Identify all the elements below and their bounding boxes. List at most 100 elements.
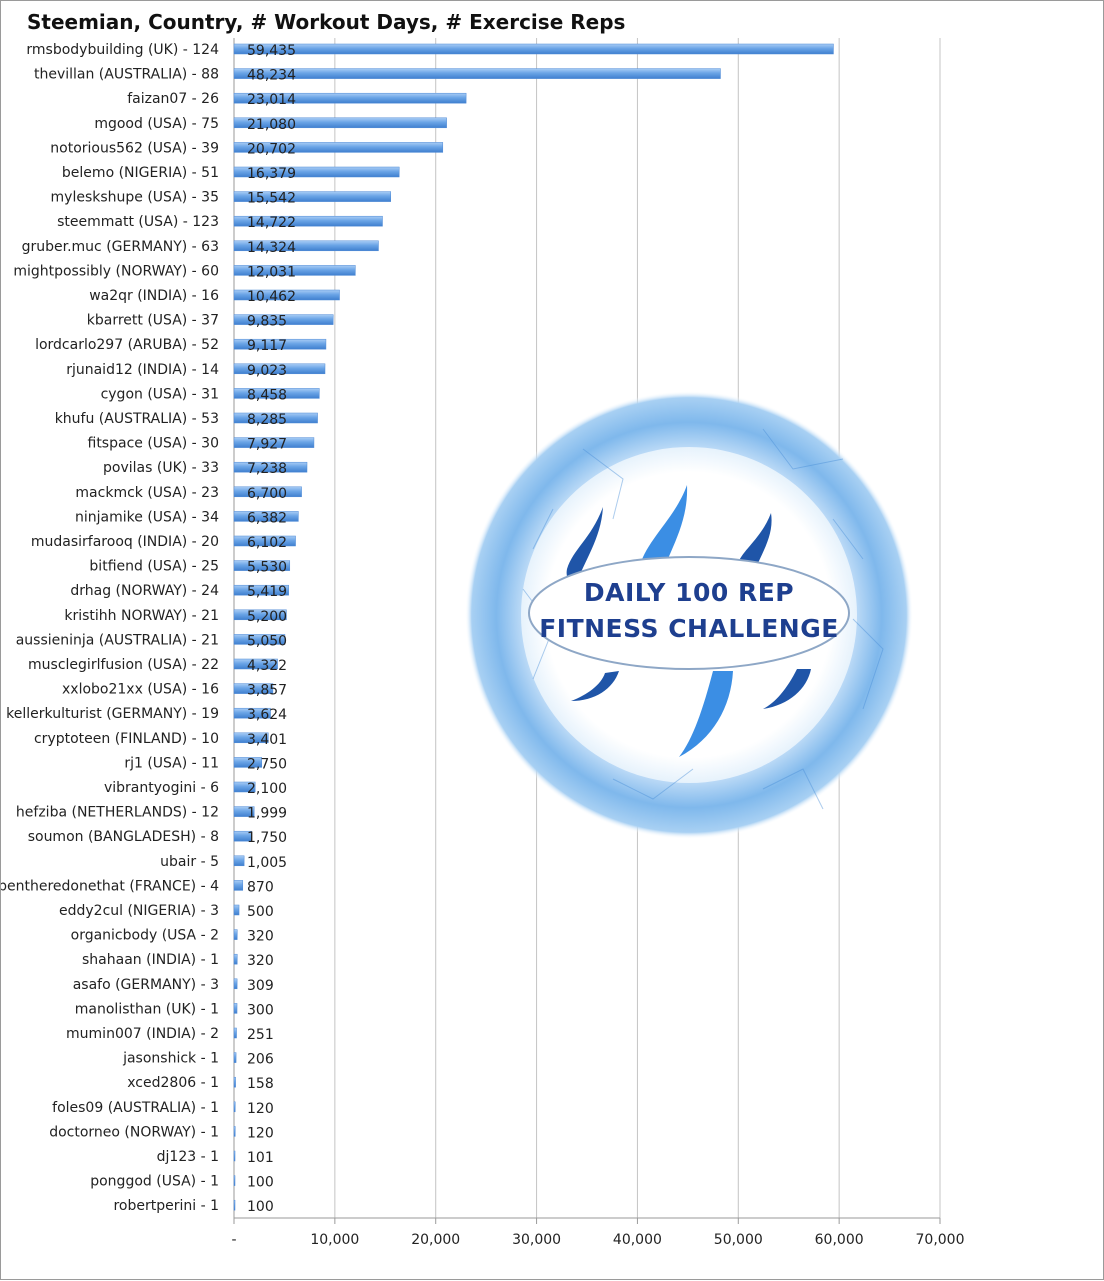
bar [233,904,240,916]
x-tick-label: 10,000 [310,1232,359,1248]
y-category-label: foles09 (AUSTRALIA) - 1 [52,1100,219,1116]
x-tick-label: 60,000 [815,1232,864,1248]
bar-value-label: 101 [247,1150,274,1166]
bar [233,806,255,817]
y-category-label: kristihh NORWAY) - 21 [64,608,219,624]
bar-value-label: 500 [247,904,274,920]
bar [233,338,327,350]
bar-value-label: 2,100 [247,781,287,797]
bar [233,609,287,621]
bar-value-label: 3,401 [247,732,287,748]
y-category-label: myleskshupe (USA) - 35 [51,190,219,206]
bar-value-label: 870 [247,879,274,895]
y-category-label: cryptoteen (FINLAND) - 10 [34,731,219,747]
bar [233,781,256,793]
challenge-logo: DAILY 100 REP FITNESS CHALLENGE [463,389,915,841]
bar-value-label: 100 [247,1175,274,1191]
x-tick-label: 30,000 [512,1232,561,1248]
bar [233,929,238,940]
bar [233,363,326,375]
bar-value-label: 5,200 [247,609,287,625]
bar-value-label: 2,750 [247,756,287,772]
bar-value-label: 7,927 [247,437,287,453]
bar-value-label: 12,031 [247,264,296,280]
bar-value-label: 5,419 [247,584,287,600]
bar [233,166,400,178]
bar [233,289,340,301]
chart-title: Steemian, Country, # Workout Days, # Exe… [27,10,626,34]
bar-value-label: 20,702 [247,141,296,157]
x-tick-label: 70,000 [916,1232,965,1248]
bar [233,560,291,571]
bar [233,1003,238,1014]
y-category-label: shahaan (INDIA) - 1 [82,952,219,968]
y-category-label: ponggod (USA) - 1 [90,1174,219,1190]
bar-value-label: 100 [247,1199,274,1215]
y-category-label: belemo (NIGERIA) - 51 [62,165,219,181]
bar [233,1027,237,1039]
bar-value-label: 1,005 [247,855,287,871]
bar [233,92,467,104]
y-category-label: drhag (NORWAY) - 24 [70,583,219,599]
y-category-label: gruber.muc (GERMANY) - 63 [22,239,219,255]
bar-value-label: 21,080 [247,117,296,133]
bar [233,142,444,153]
bar [233,1101,236,1113]
bar [233,1199,236,1211]
y-category-label: manolisthan (UK) - 1 [75,1001,219,1017]
bar-value-label: 9,117 [247,338,287,354]
bar [233,412,318,424]
bar-value-label: 59,435 [247,43,296,59]
y-category-label: bentheredonethat (FRANCE) - 4 [1,878,219,894]
bar [233,240,379,252]
bar [233,1175,236,1186]
y-category-label: eddy2cul (NIGERIA) - 3 [59,903,219,919]
bar [233,535,296,547]
bar [233,757,262,768]
y-category-label: vibrantyogini - 6 [104,780,219,796]
bar-value-label: 14,722 [247,215,296,231]
y-category-label: wa2qr (INDIA) - 16 [89,288,219,304]
y-category-label: rjunaid12 (INDIA) - 14 [66,362,219,378]
bar [233,634,286,645]
y-category-label: kellerkulturist (GERMANY) - 19 [6,706,219,722]
bar [233,732,269,744]
bar [233,461,308,473]
bar [233,953,238,965]
bar-value-label: 16,379 [247,166,296,182]
y-category-label: dj123 - 1 [157,1149,219,1165]
bar [233,117,447,129]
y-category-label: xxlobo21xx (USA) - 16 [62,682,219,698]
bar-value-label: 120 [247,1125,274,1141]
bar [233,1052,237,1063]
y-category-label: kbarrett (USA) - 37 [87,313,219,329]
bar [233,658,278,670]
y-category-label: xced2806 - 1 [127,1075,219,1091]
y-category-label: ubair - 5 [160,854,219,870]
bar [233,707,271,719]
bar [233,978,238,990]
y-category-label: ninjamike (USA) - 34 [75,509,219,525]
y-category-label: fitspace (USA) - 30 [88,436,220,452]
bar-value-label: 251 [247,1027,274,1043]
y-category-label: musclegirlfusion (USA) - 22 [28,657,219,673]
bar-value-label: 6,102 [247,535,287,551]
y-category-label: asafo (GERMANY) - 3 [73,977,219,993]
x-tick-label: - [231,1232,236,1248]
bar-value-label: 5,530 [247,560,287,576]
bar [233,43,834,55]
y-category-label: lordcarlo297 (ARUBA) - 52 [35,337,219,353]
y-category-label: soumon (BANGLADESH) - 8 [28,829,219,845]
bar-value-label: 158 [247,1076,274,1092]
y-category-label: bitfiend (USA) - 25 [89,559,219,575]
challenge-logo-line1: DAILY 100 REP [583,578,795,607]
bar-value-label: 7,238 [247,461,287,477]
x-tick-label: 20,000 [411,1232,460,1248]
y-category-label: steemmatt (USA) - 123 [57,214,219,230]
bar-value-label: 206 [247,1052,274,1068]
bar-value-label: 1,750 [247,830,287,846]
bar [233,437,315,448]
bar [233,486,302,498]
y-category-label: thevillan (AUSTRALIA) - 88 [34,67,219,83]
